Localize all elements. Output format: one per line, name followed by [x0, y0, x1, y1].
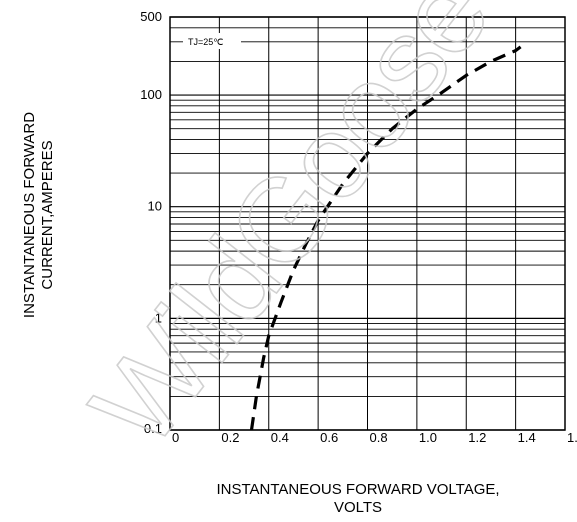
y-axis-title-line-2: CURRENT,AMPERES	[39, 140, 56, 289]
y-tick-labels: 0.1 1 10 100 500	[140, 9, 162, 436]
y-tick-label: 100	[140, 87, 162, 102]
y-tick-label: 10	[148, 199, 162, 214]
grid-lines	[169, 16, 566, 431]
temperature-annotation: TJ=25℃	[188, 37, 223, 47]
x-tick-label: 1.2	[468, 430, 486, 445]
watermark: WildGoose	[66, 0, 515, 471]
y-tick-label: 1	[155, 310, 162, 325]
x-tick-label: 0.2	[221, 430, 239, 445]
x-tick-label: 0	[172, 430, 179, 445]
y-tick-label: 500	[140, 9, 162, 24]
x-tick-labels: 0 0.2 0.4 0.6 0.8 1.0 1.2 1.4 1.6	[172, 430, 577, 445]
forward-current-curve	[249, 45, 522, 431]
x-tick-label: 1.6	[567, 430, 577, 445]
x-tick-label: 0.4	[271, 430, 289, 445]
x-tick-label: 1.4	[518, 430, 536, 445]
annotation-box	[183, 33, 241, 49]
x-axis-title-line-2: VOLTS	[334, 499, 382, 516]
y-tick-label: 0.1	[144, 421, 162, 436]
plot-frame	[169, 16, 566, 431]
x-tick-label: 1.0	[419, 430, 437, 445]
x-tick-label: 0.6	[320, 430, 338, 445]
y-axis-title-line-1: INSTANTANEOUS FORWARD	[21, 112, 38, 318]
series-layer	[249, 45, 522, 431]
x-tick-label: 0.8	[370, 430, 388, 445]
x-axis-title-line-1: INSTANTANEOUS FORWARD VOLTAGE,	[216, 481, 499, 498]
plot-border	[169, 16, 566, 431]
